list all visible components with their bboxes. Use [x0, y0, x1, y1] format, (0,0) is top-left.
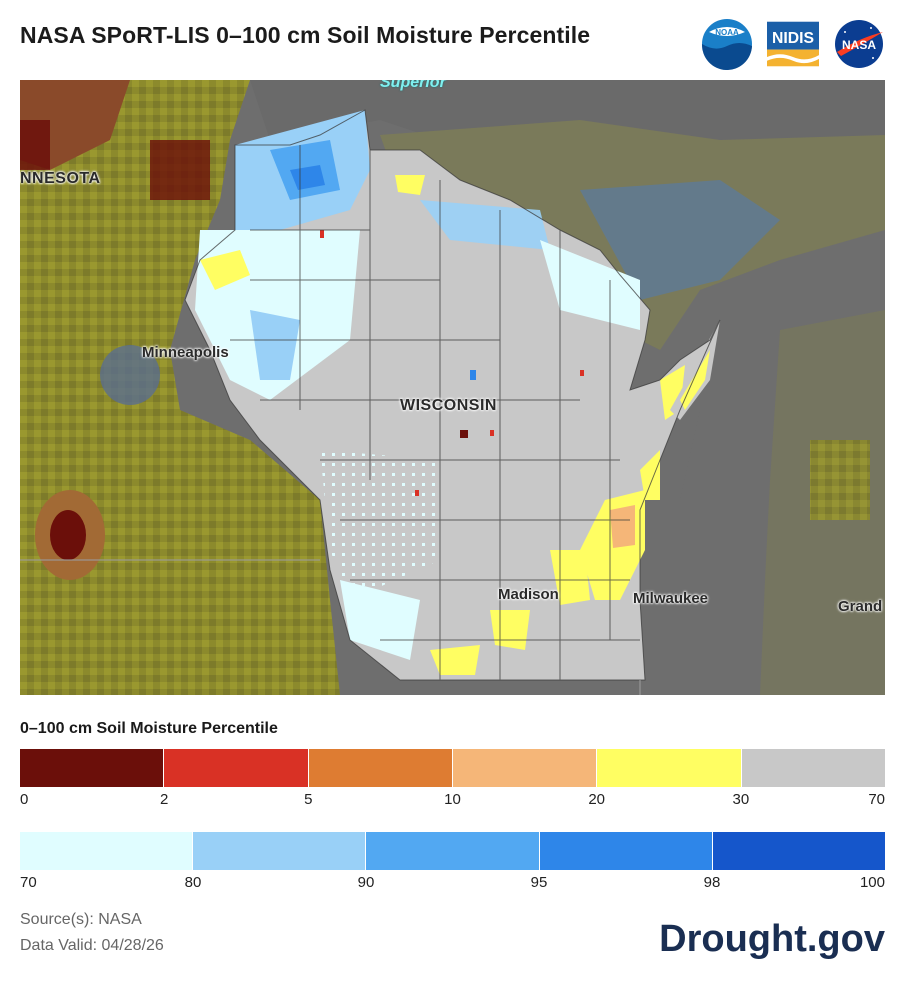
legend-wet-ticks: 70 80 90 95 98 100 [20, 874, 885, 896]
legend-dry-swatch [164, 749, 309, 787]
legend-wet-swatch [712, 832, 886, 870]
legend-wet-swatch [539, 832, 713, 870]
data-valid-text: Data Valid: 04/28/26 [20, 937, 164, 954]
legend-dry-tick-label: 20 [588, 791, 605, 808]
label-madison: Madison [498, 586, 559, 603]
label-minneapolis: Minneapolis [142, 344, 229, 361]
legend-wet-swatch [193, 832, 367, 870]
source-text: Source(s): NASA [20, 911, 142, 928]
legend-wet-tick-label: 90 [357, 874, 375, 891]
legend-dry-swatch [597, 749, 742, 787]
legend-wet-tick-label: 70 [20, 874, 37, 891]
legend-wet-swatch [366, 832, 540, 870]
partner-logos: NOAA NIDIS NASA [701, 16, 885, 72]
legend-dry-tick-label: 30 [732, 791, 750, 808]
svg-text:NOAA: NOAA [715, 28, 739, 37]
drought-gov-brand[interactable]: Drought.gov [659, 918, 885, 960]
legend-dry-swatch [20, 749, 165, 787]
legend-wet-swatch [20, 832, 194, 870]
legend-title: 0–100 cm Soil Moisture Percentile [20, 720, 278, 737]
legend-dry-tick-label: 70 [868, 791, 885, 808]
source-info: Source(s): NASA Data Valid: 04/28/26 [20, 907, 164, 959]
nasa-logo-icon: NASA [835, 20, 883, 68]
legend-dry-scale [20, 749, 885, 787]
noaa-logo-icon: NOAA [701, 19, 752, 70]
legend-wet-tick-label: 95 [530, 874, 548, 891]
legend-wet-tick-label: 100 [859, 874, 885, 891]
map-canvas [20, 80, 885, 695]
label-milwaukee: Milwaukee [633, 590, 709, 607]
legend-wet-tick-label: 80 [184, 874, 202, 891]
legend-wet-tick-label: 98 [703, 874, 721, 891]
label-wisconsin: WISCONSIN [400, 397, 497, 414]
page-title: NASA SPoRT-LIS 0–100 cm Soil Moisture Pe… [20, 22, 591, 48]
legend-dry-tick-label: 5 [304, 791, 313, 808]
soil-moisture-map[interactable]: Superior NNESOTA Minneapolis WISCONSIN M… [20, 80, 885, 695]
legend-wet-scale [20, 832, 886, 870]
legend-dry-tick-label: 2 [159, 791, 169, 808]
legend-dry-ticks: 0 2 5 10 20 30 70 [20, 791, 885, 813]
legend-dry-tick-label: 10 [444, 791, 461, 808]
svg-text:NIDIS: NIDIS [772, 30, 814, 47]
label-superior: Superior [380, 80, 446, 91]
legend-dry-swatch [308, 749, 453, 787]
label-minnesota: NNESOTA [20, 170, 101, 187]
legend-dry-tick-label: 0 [20, 791, 29, 808]
legend-dry-swatch [452, 749, 598, 787]
label-grand: Grand [838, 598, 883, 615]
svg-text:NASA: NASA [842, 38, 876, 52]
nidis-logo-icon: NIDIS [767, 21, 819, 67]
legend-dry-swatch [741, 749, 885, 787]
